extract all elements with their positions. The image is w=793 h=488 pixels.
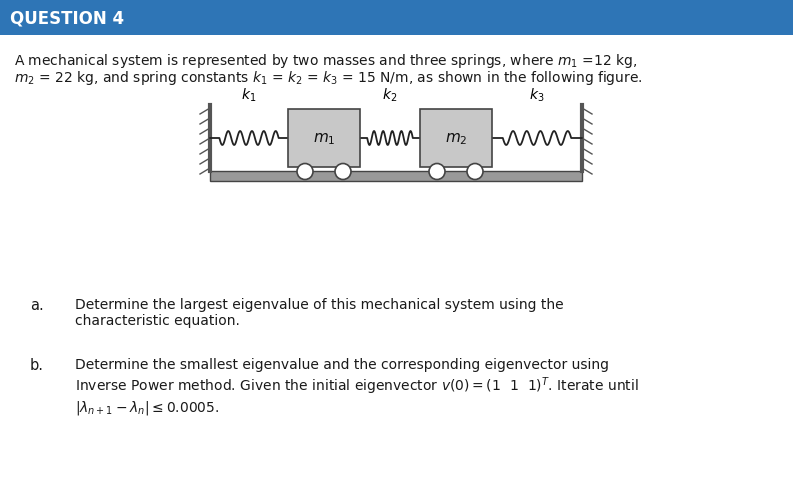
Text: a.: a. bbox=[30, 297, 44, 312]
Bar bbox=[0, 0, 793, 36]
Text: $m_1$: $m_1$ bbox=[312, 131, 335, 146]
Text: $k_3$: $k_3$ bbox=[529, 86, 545, 104]
Bar bbox=[288, 110, 360, 168]
Text: $k_2$: $k_2$ bbox=[382, 86, 397, 104]
Bar bbox=[420, 110, 492, 168]
Bar bbox=[210, 172, 582, 182]
Circle shape bbox=[335, 164, 351, 180]
Circle shape bbox=[467, 164, 483, 180]
Text: $m_2$: $m_2$ bbox=[445, 131, 467, 146]
Text: Determine the smallest eigenvalue and the corresponding eigenvector using
Invers: Determine the smallest eigenvalue and th… bbox=[75, 357, 638, 416]
Text: QUESTION 4: QUESTION 4 bbox=[10, 9, 125, 27]
Text: $k_1$: $k_1$ bbox=[241, 86, 257, 104]
Text: b.: b. bbox=[30, 357, 44, 372]
Circle shape bbox=[297, 164, 313, 180]
Text: $m_2$ = 22 kg, and spring constants $k_1$ = $k_2$ = $k_3$ = 15 N/m, as shown in : $m_2$ = 22 kg, and spring constants $k_1… bbox=[14, 69, 642, 87]
Circle shape bbox=[429, 164, 445, 180]
Text: Determine the largest eigenvalue of this mechanical system using the
characteris: Determine the largest eigenvalue of this… bbox=[75, 297, 564, 327]
Text: A mechanical system is represented by two masses and three springs, where $m_1$ : A mechanical system is represented by tw… bbox=[14, 52, 638, 70]
